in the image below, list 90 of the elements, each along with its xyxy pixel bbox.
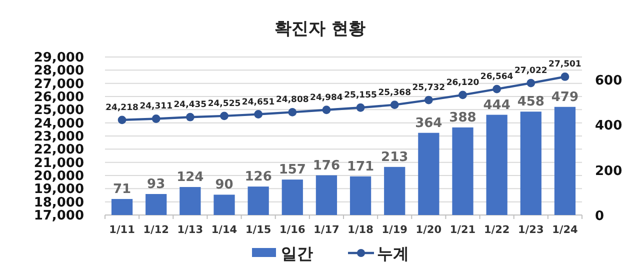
point xyxy=(152,114,160,123)
bar xyxy=(282,180,303,215)
data-label: 444 xyxy=(483,98,510,113)
data-label: 124 xyxy=(176,170,204,186)
y-tick-label: 18,000 xyxy=(34,195,84,210)
x-tick-label: 1/14 xyxy=(211,224,238,236)
x-tick-label: 1/24 xyxy=(552,224,578,236)
bar xyxy=(214,194,235,215)
point xyxy=(356,103,365,112)
point xyxy=(560,72,570,81)
data-label: 176 xyxy=(312,158,340,174)
point xyxy=(458,90,467,100)
point xyxy=(390,100,399,110)
x-tick-label: 1/13 xyxy=(177,224,204,236)
y-tick-label: 17,000 xyxy=(34,208,84,224)
y-tick-label: 22,000 xyxy=(34,142,84,158)
x-tick-label: 1/11 xyxy=(109,224,135,236)
x-tick-label: 1/19 xyxy=(382,224,408,236)
y2-tick-label: 600 xyxy=(595,74,622,89)
chart-title: 확진자 현황 xyxy=(274,19,366,39)
data-label: 90 xyxy=(215,178,234,193)
y-tick-label: 29,000 xyxy=(34,50,84,66)
point xyxy=(424,96,433,104)
data-label: 26,120 xyxy=(446,78,480,88)
data-label: 24,651 xyxy=(242,97,275,108)
bar xyxy=(316,175,338,215)
data-label: 213 xyxy=(381,150,408,165)
x-tick-label: 1/20 xyxy=(416,224,442,236)
legend-label: 일간 xyxy=(281,244,313,263)
x-tick-label: 1/21 xyxy=(450,224,476,236)
y2-tick-label: 200 xyxy=(595,164,622,179)
bar xyxy=(248,186,269,215)
point xyxy=(322,106,331,114)
bar xyxy=(350,176,372,215)
data-label: 24,525 xyxy=(208,98,241,109)
data-label: 24,218 xyxy=(106,102,139,113)
data-label: 157 xyxy=(278,162,306,178)
bar xyxy=(384,166,406,215)
x-tick-label: 1/16 xyxy=(280,224,306,236)
data-label: 24,808 xyxy=(276,95,309,106)
y2-tick-label: 0 xyxy=(595,209,604,224)
data-label: 458 xyxy=(517,94,544,110)
x-tick-label: 1/15 xyxy=(245,224,272,236)
legend-label: 누계 xyxy=(377,244,409,263)
point xyxy=(526,78,536,88)
data-label: 24,984 xyxy=(310,92,343,103)
y-tick-label: 23,000 xyxy=(34,130,84,144)
data-label: 171 xyxy=(346,159,374,174)
data-label: 126 xyxy=(244,170,272,185)
y-tick-label: 20,000 xyxy=(34,169,84,184)
bar xyxy=(520,112,542,215)
bar xyxy=(554,106,576,215)
y2-tick-label: 400 xyxy=(595,118,622,134)
point xyxy=(492,84,502,94)
data-label: 27,501 xyxy=(548,60,582,70)
data-label: 27,022 xyxy=(514,66,548,76)
data-label: 24,311 xyxy=(140,102,173,112)
y-tick-label: 21,000 xyxy=(34,156,84,171)
x-tick-label: 1/17 xyxy=(314,224,340,236)
x-tick-label: 1/23 xyxy=(518,224,544,236)
point xyxy=(254,110,263,118)
y-tick-label: 25,000 xyxy=(34,103,84,118)
bar xyxy=(146,194,167,215)
y-tick-label: 26,000 xyxy=(34,90,84,105)
data-label: 25,732 xyxy=(412,83,446,94)
data-label: 71 xyxy=(112,182,132,197)
y-tick-label: 28,000 xyxy=(34,64,84,79)
data-label: 479 xyxy=(551,90,579,105)
point xyxy=(118,116,126,124)
bar xyxy=(180,187,201,215)
x-tick-label: 1/12 xyxy=(143,224,169,236)
data-label: 24,435 xyxy=(174,100,207,110)
data-label: 25,368 xyxy=(378,88,412,98)
bar xyxy=(486,114,508,215)
y-tick-label: 19,000 xyxy=(34,182,84,198)
y-tick-label: 24,000 xyxy=(34,116,84,132)
bar xyxy=(452,127,474,215)
data-label: 25,155 xyxy=(344,90,378,101)
data-label: 93 xyxy=(147,177,166,192)
bar xyxy=(418,132,440,215)
x-tick-label: 1/22 xyxy=(484,224,510,236)
bar xyxy=(111,198,133,215)
data-label: 388 xyxy=(449,110,476,126)
data-label: 364 xyxy=(415,116,442,131)
data-label: 26,564 xyxy=(480,72,514,82)
y-tick-label: 27,000 xyxy=(34,76,84,92)
point xyxy=(186,112,194,122)
point xyxy=(288,108,297,116)
x-tick-label: 1/18 xyxy=(348,224,374,236)
point xyxy=(220,112,228,120)
